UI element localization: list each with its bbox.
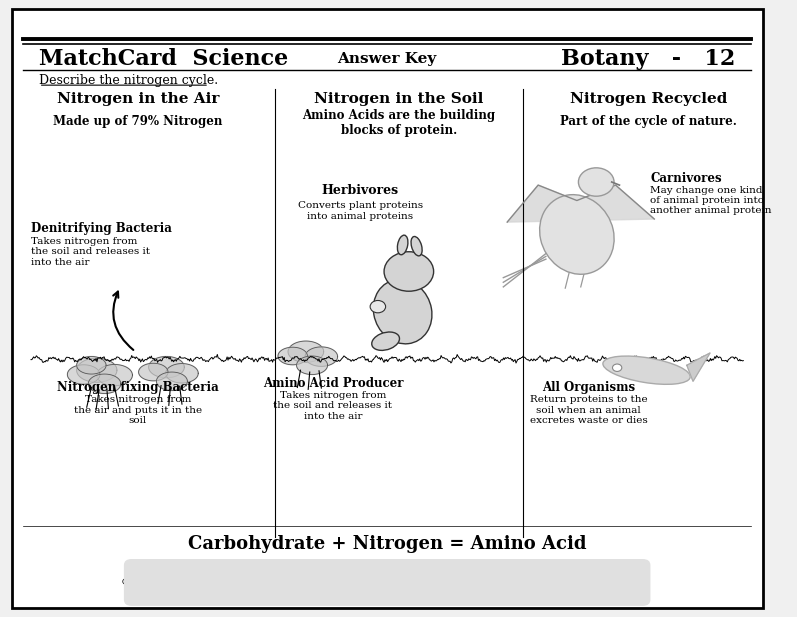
Polygon shape xyxy=(77,358,117,382)
Text: Amino Acids are the building
blocks of protein.: Amino Acids are the building blocks of p… xyxy=(302,109,496,138)
Polygon shape xyxy=(156,372,187,391)
Text: ©Learn For Your Life Publishing: ©Learn For Your Life Publishing xyxy=(121,578,310,587)
Text: Denitrifying Bacteria: Denitrifying Bacteria xyxy=(31,222,172,235)
Ellipse shape xyxy=(373,280,432,344)
Text: Converts plant proteins
into animal proteins: Converts plant proteins into animal prot… xyxy=(297,201,422,221)
Ellipse shape xyxy=(540,194,614,275)
Polygon shape xyxy=(88,374,121,394)
Text: Part of the cycle of nature.: Part of the cycle of nature. xyxy=(560,115,737,128)
Text: Nitrogen in the Air: Nitrogen in the Air xyxy=(57,92,219,106)
Ellipse shape xyxy=(371,332,399,350)
Text: Answer Key: Answer Key xyxy=(338,52,437,65)
FancyBboxPatch shape xyxy=(12,9,763,608)
Ellipse shape xyxy=(603,356,690,384)
Circle shape xyxy=(579,168,614,196)
Text: Takes nitrogen from
the air and puts it in the
soil: Takes nitrogen from the air and puts it … xyxy=(74,395,202,425)
Text: Made up of 79% Nitrogen: Made up of 79% Nitrogen xyxy=(53,115,222,128)
Ellipse shape xyxy=(411,236,422,256)
Polygon shape xyxy=(77,357,106,374)
Polygon shape xyxy=(687,353,710,381)
Text: Takes nitrogen from
the soil and releases it
into the air: Takes nitrogen from the soil and release… xyxy=(31,237,150,267)
Text: www.Learn4YourLife.com: www.Learn4YourLife.com xyxy=(465,578,599,587)
Polygon shape xyxy=(278,347,308,365)
Text: Amino Acid Producer: Amino Acid Producer xyxy=(263,377,403,391)
Text: Takes nitrogen from
the soil and releases it
into the air: Takes nitrogen from the soil and release… xyxy=(273,391,392,421)
Polygon shape xyxy=(139,363,168,381)
Text: Describe the nitrogen cycle.: Describe the nitrogen cycle. xyxy=(39,73,218,87)
FancyBboxPatch shape xyxy=(124,559,650,606)
Polygon shape xyxy=(296,356,328,375)
Text: May change one kind
of animal protein into
another animal protein: May change one kind of animal protein in… xyxy=(650,186,772,215)
Circle shape xyxy=(370,300,386,313)
Text: Nitrogen Recycled: Nitrogen Recycled xyxy=(570,92,728,106)
Polygon shape xyxy=(149,357,184,378)
Polygon shape xyxy=(96,365,132,386)
Ellipse shape xyxy=(398,235,408,255)
Polygon shape xyxy=(166,363,198,383)
Polygon shape xyxy=(305,347,338,366)
Text: Herbivores: Herbivores xyxy=(321,183,398,197)
Polygon shape xyxy=(288,341,324,362)
Polygon shape xyxy=(507,185,654,222)
Text: All Organisms: All Organisms xyxy=(542,381,635,394)
Ellipse shape xyxy=(628,368,658,382)
Circle shape xyxy=(612,364,622,371)
Circle shape xyxy=(384,252,434,291)
Text: Nitrogen fixing Bacteria: Nitrogen fixing Bacteria xyxy=(57,381,218,394)
Polygon shape xyxy=(68,365,100,384)
Text: Nitrogen in the Soil: Nitrogen in the Soil xyxy=(314,92,484,106)
Text: MatchCard  Science: MatchCard Science xyxy=(39,48,288,70)
Text: Carbohydrate + Nitrogen = Amino Acid: Carbohydrate + Nitrogen = Amino Acid xyxy=(188,535,587,553)
Text: Return proteins to the
soil when an animal
excretes waste or dies: Return proteins to the soil when an anim… xyxy=(530,395,647,425)
Text: Botany   -   12: Botany - 12 xyxy=(561,48,736,70)
Text: Carnivores: Carnivores xyxy=(650,172,722,186)
